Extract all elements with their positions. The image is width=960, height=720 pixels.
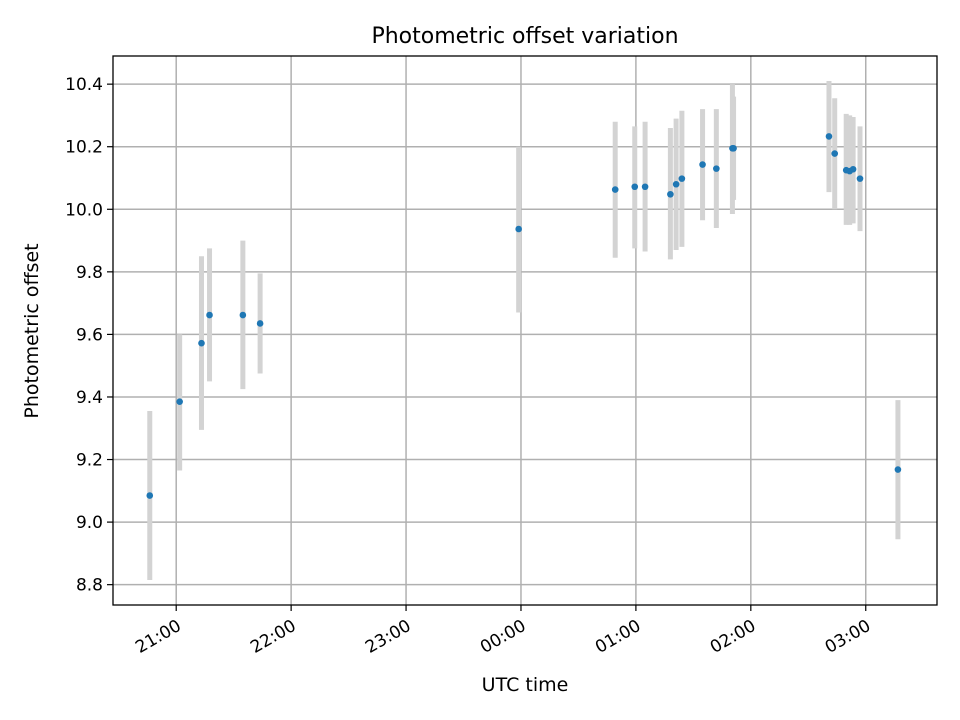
data-point (730, 144, 737, 152)
y-tick-label: 9.8 (76, 263, 103, 283)
y-tick-label: 8.8 (76, 576, 103, 596)
y-tick-label: 9.2 (76, 451, 103, 471)
data-point (713, 165, 720, 172)
data-point (206, 311, 213, 319)
data-point (699, 161, 706, 168)
x-axis-label: UTC time (482, 674, 569, 696)
data-point (256, 320, 264, 327)
data-point (672, 180, 680, 188)
y-tick-label: 9.4 (76, 388, 103, 408)
data-point (515, 225, 522, 233)
data-point (894, 466, 902, 473)
plot-frame (112, 55, 938, 606)
y-axis-label: Photometric offset (21, 243, 43, 418)
data-point (631, 183, 639, 191)
y-axis-ticks: 8.8 9.0 9.2 9.4 9.6 9.8 10.0 10.2 10.4 (65, 75, 113, 596)
point-layer (146, 133, 902, 499)
y-tick-label: 10.2 (65, 138, 103, 158)
y-tick-label: 9.0 (76, 513, 103, 533)
data-point (611, 186, 619, 193)
data-point (831, 150, 839, 157)
data-point (198, 339, 205, 347)
chart-title: Photometric offset variation (371, 24, 678, 49)
grid-layer (113, 56, 937, 605)
data-point (667, 190, 674, 198)
data-point (176, 398, 183, 405)
data-point (849, 165, 857, 173)
data-point (678, 175, 686, 182)
y-tick-label: 9.6 (76, 325, 103, 345)
data-point (825, 133, 833, 140)
y-tick-label: 10.4 (65, 75, 103, 95)
data-point (641, 183, 649, 191)
data-point (146, 492, 154, 499)
y-tick-label: 10.0 (65, 200, 103, 220)
data-point (239, 311, 247, 319)
data-point (856, 175, 864, 182)
